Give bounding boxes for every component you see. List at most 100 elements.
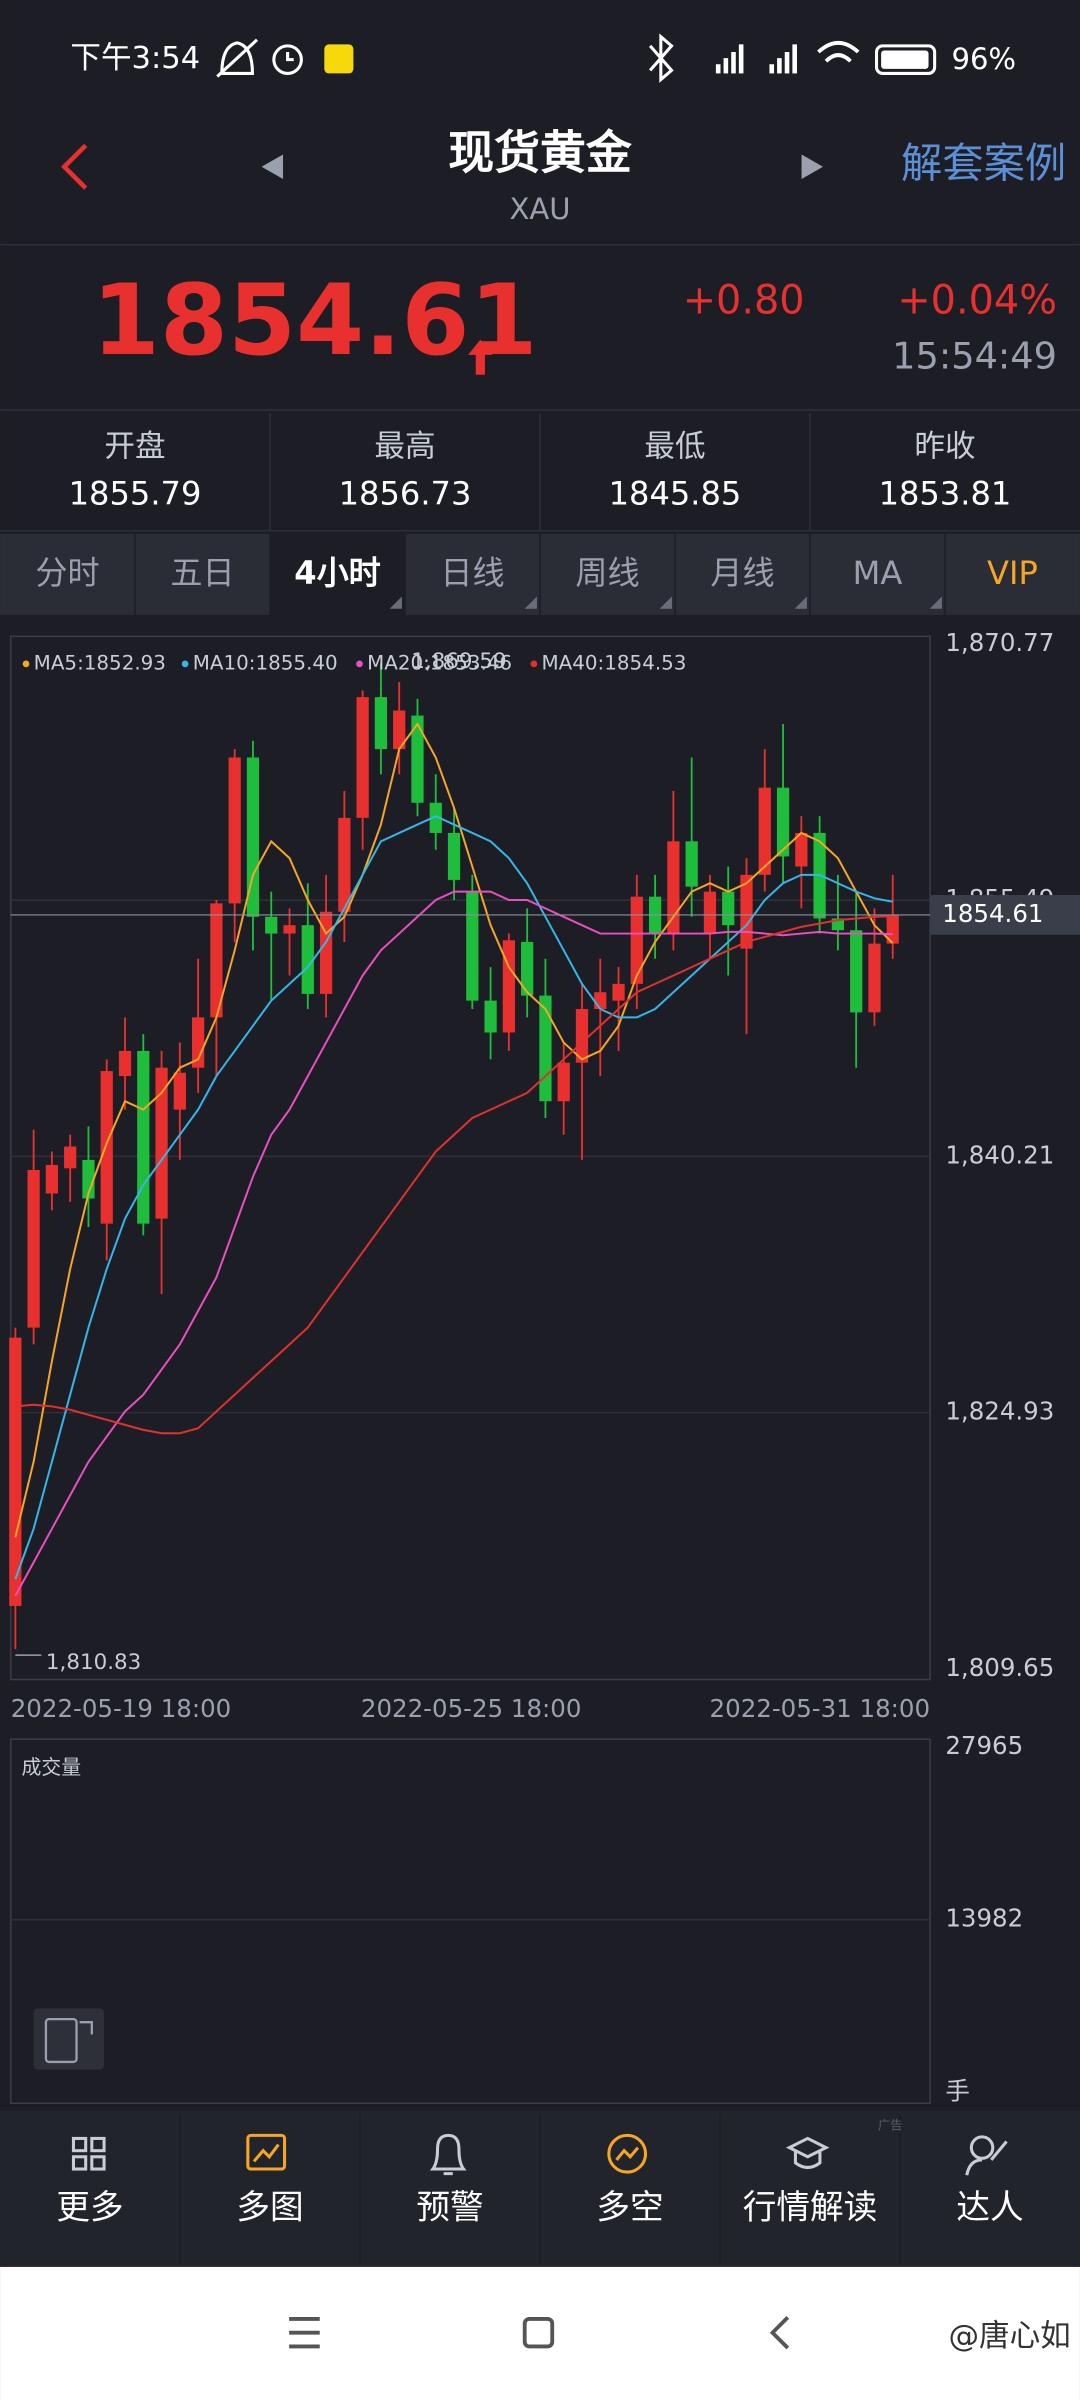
stat-label: 最高: [374, 430, 435, 465]
price-change: +0.80: [683, 277, 805, 323]
ma-line: [14, 722, 894, 1538]
candle-body: [118, 1050, 132, 1077]
legend-dot: [22, 660, 30, 668]
nav-icons: [71, 2133, 1008, 2176]
candle-body: [82, 1159, 95, 1199]
candle-body: [393, 710, 406, 750]
candle-body: [319, 911, 333, 994]
high-annotation: 1,869.59: [411, 649, 506, 674]
tab[interactable]: 分时: [35, 554, 99, 592]
tab[interactable]: 日线: [440, 554, 504, 592]
system-nav: [0, 2266, 1080, 2400]
candle-body: [447, 832, 461, 880]
candle-body: [411, 715, 424, 803]
legend-entry: MA20:1853.46: [367, 651, 512, 674]
system-buttons[interactable]: [289, 2316, 790, 2350]
tab[interactable]: 月线: [710, 554, 774, 592]
candle-body: [612, 983, 625, 1001]
candle-body: [667, 841, 680, 934]
candle-body: [758, 787, 771, 875]
nav-label[interactable]: 行情解读: [743, 2187, 878, 2226]
ma-line: [15, 915, 893, 1435]
candle-body: [466, 891, 479, 1001]
candle-body: [173, 1072, 186, 1110]
header-action[interactable]: 解套案例: [901, 140, 1066, 188]
signal-bars: [715, 44, 797, 74]
tab[interactable]: VIP: [987, 554, 1038, 592]
stat-value: 1853.81: [879, 475, 1012, 513]
x-tick-label: 2022-05-25 18:00: [361, 1694, 581, 1723]
stat-value: 1855.79: [69, 475, 202, 513]
up-arrow: [468, 339, 493, 375]
y-tick-label: 1,809.65: [945, 1653, 1054, 1682]
candle-body: [850, 930, 863, 1013]
next-arrow[interactable]: [801, 154, 823, 179]
candle-body: [831, 918, 845, 931]
price-change-pct: +0.04%: [897, 277, 1057, 323]
candle-body: [575, 1009, 589, 1063]
legend-entry: MA5:1852.93: [34, 651, 166, 674]
y-tick-label: 1,824.93: [945, 1397, 1054, 1426]
tab[interactable]: 周线: [575, 554, 639, 592]
stat-value: 1845.85: [609, 475, 742, 513]
last-price-label: 1854.61: [942, 899, 1043, 928]
back-button[interactable]: [61, 143, 88, 190]
nav-label[interactable]: 达人: [956, 2187, 1023, 2226]
x-tick-label: 2022-05-31 18:00: [710, 1694, 931, 1723]
legend-dot: [181, 660, 189, 668]
candle-body: [64, 1146, 77, 1169]
battery-level: 96%: [951, 42, 1016, 76]
candle-body: [210, 903, 223, 1018]
candle-body: [265, 916, 278, 934]
tab[interactable]: 4小时: [294, 554, 381, 592]
status-icons: [216, 33, 937, 83]
candle-body: [356, 697, 369, 818]
nav-label[interactable]: 多空: [596, 2187, 663, 2226]
candle-body: [246, 757, 260, 917]
candle-body: [722, 891, 735, 926]
candle-body: [740, 874, 753, 949]
low-annotation: 1,810.83: [46, 1650, 141, 1675]
ma-line: [14, 815, 893, 1580]
nav-label[interactable]: 多图: [236, 2187, 303, 2226]
y-tick-label: 1,870.77: [945, 628, 1054, 657]
candle-body: [685, 841, 698, 887]
candle-body: [703, 891, 717, 934]
stats-row: 开盘 1855.79 最高 1856.73 最低 1845.85 昨收 1853.81: [0, 413, 1080, 532]
candle-body: [228, 757, 241, 904]
legend-entry: MA40:1854.53: [542, 651, 687, 674]
y-tick-label: 13982: [945, 1904, 1023, 1933]
candle-body: [283, 925, 296, 934]
tab[interactable]: MA: [853, 554, 903, 592]
nav-label[interactable]: 更多: [56, 2187, 123, 2226]
candle-body: [594, 992, 607, 1010]
status-time: 下午3:54: [70, 41, 200, 76]
stat-label: 最低: [644, 430, 705, 465]
header-subtitle: XAU: [509, 192, 570, 226]
legend-dot: [356, 660, 363, 668]
volume-title: 成交量: [21, 1756, 81, 1779]
chart-frame: [9, 635, 931, 1681]
legend-dot: [530, 660, 538, 668]
candle-body: [100, 1071, 113, 1224]
y-tick-label: 27965: [945, 1731, 1023, 1760]
nav-label[interactable]: 预警: [416, 2187, 483, 2226]
candlestick-chart: 1,870.771,855.491,840.211,824.931,809.65…: [9, 628, 1080, 1723]
candle-body: [374, 697, 388, 750]
fullscreen-icon[interactable]: [33, 2008, 105, 2070]
candle-body: [502, 940, 515, 1033]
ad-tag: 广告: [878, 2119, 902, 2133]
candle-body: [9, 1337, 22, 1606]
candle-body: [27, 1169, 40, 1328]
tab[interactable]: 五日: [170, 554, 234, 592]
candle-body: [155, 1067, 168, 1219]
tab-selected-bg: [270, 533, 406, 615]
stat-label: 昨收: [914, 430, 975, 465]
prev-arrow[interactable]: [261, 154, 284, 179]
candle-body: [886, 914, 899, 944]
candle-body: [301, 925, 314, 994]
x-tick-label: 2022-05-19 18:00: [11, 1694, 232, 1723]
